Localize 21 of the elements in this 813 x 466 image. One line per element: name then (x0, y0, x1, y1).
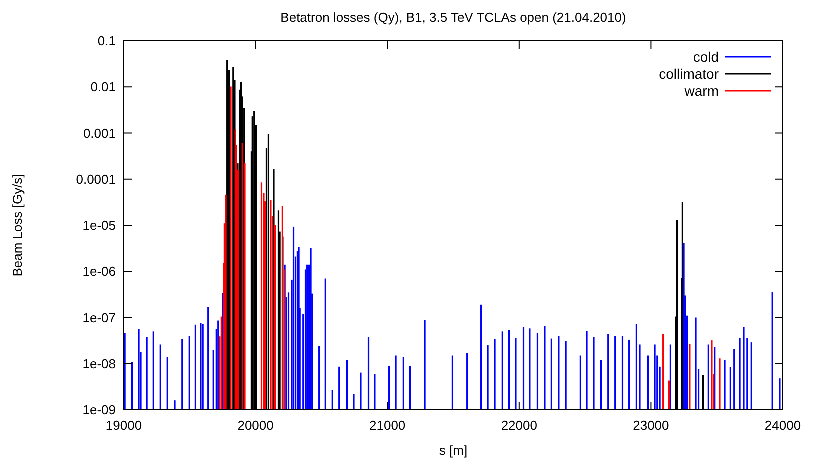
x-tick-label: 20000 (238, 418, 274, 433)
x-axis-title: s [m] (439, 443, 468, 458)
y-tick-label: 1e-09 (82, 402, 116, 418)
y-tick-label: 0.01 (90, 80, 116, 95)
x-tick-label: 24000 (764, 418, 802, 433)
y-tick-label: 1e-08 (82, 356, 116, 372)
y-tick-label: 0.1 (98, 34, 116, 49)
x-tick-label: 21000 (370, 418, 406, 433)
chart-title: Betatron losses (Qy), B1, 3.5 TeV TCLAs open (21.04.2010) (280, 10, 626, 25)
y-tick-label: 0.0001 (76, 172, 116, 187)
y-axis-title: Beam Loss [Gy/s] (10, 174, 25, 277)
y-tick-label: 1e-07 (82, 310, 116, 326)
x-tick-label: 19000 (106, 418, 142, 433)
x-tick-label: 23000 (633, 418, 670, 433)
legend-label: cold (693, 48, 719, 65)
y-tick-label: 0.001 (83, 126, 116, 141)
x-tick-label: 22000 (501, 418, 538, 433)
y-tick-label: 1e-06 (82, 264, 116, 280)
legend-label: warm (684, 82, 719, 99)
y-tick-label: 1e-05 (82, 218, 116, 234)
legend-label: collimator (659, 66, 720, 82)
